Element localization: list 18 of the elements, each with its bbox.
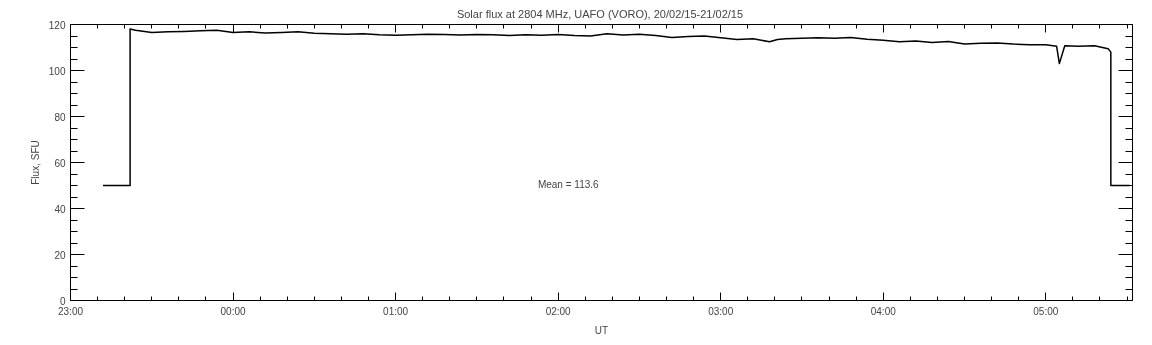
x-tick-label: 03:00 [708, 305, 734, 317]
x-tick-label: 05:00 [1033, 305, 1059, 317]
x-tick-label: 02:00 [545, 305, 572, 317]
y-tick-label: 0 [59, 295, 66, 307]
annotation: Mean = 113.6 [537, 179, 600, 191]
y-tick-label: 80 [54, 111, 66, 123]
x-axis-title: UT [594, 324, 609, 336]
y-tick-label: 20 [54, 249, 66, 261]
x-tick-label: 04:00 [870, 305, 897, 317]
x-tick-label: 00:00 [220, 305, 246, 317]
y-tick-label: 60 [54, 157, 66, 169]
chart-title: Solar flux at 2804 MHz, UAFO (VORO), 20/02/15-21/02/15 [456, 7, 744, 20]
x-tick-label: 23:00 [57, 305, 84, 317]
y-tick-label: 40 [54, 203, 66, 215]
y-tick-label: 100 [48, 65, 66, 77]
x-tick-label: 01:00 [383, 305, 409, 317]
y-axis-title: Flux, SFU [29, 140, 41, 185]
y-tick-label: 120 [48, 19, 66, 31]
